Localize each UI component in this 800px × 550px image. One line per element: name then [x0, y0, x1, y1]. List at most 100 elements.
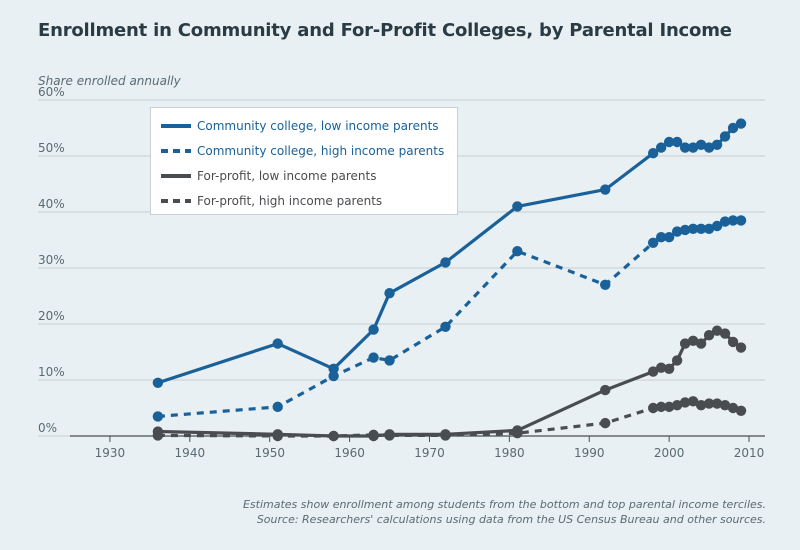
- footer-source: Source: Researchers' calculations using …: [256, 513, 766, 526]
- data-point: [663, 136, 675, 148]
- data-point: [600, 384, 611, 396]
- chart-legend: Community college, low income parents Com…: [150, 107, 458, 215]
- y-tick-label: 60%: [38, 85, 65, 99]
- data-point: [679, 224, 691, 236]
- data-point: [711, 220, 723, 232]
- data-point: [512, 246, 523, 257]
- data-point: [679, 142, 691, 153]
- data-point: [719, 131, 731, 142]
- data-point: [655, 401, 667, 413]
- data-point: [647, 148, 659, 159]
- data-point: [152, 430, 164, 441]
- data-point: [440, 257, 451, 268]
- data-point: [647, 237, 659, 248]
- data-point: [600, 417, 611, 429]
- y-tick-label: 20%: [38, 309, 65, 323]
- footer-note: Estimates show enrollment among students…: [242, 498, 766, 511]
- data-point: [719, 328, 731, 339]
- data-point: [368, 352, 379, 363]
- x-tick-label: 1980: [494, 446, 525, 460]
- data-point: [671, 226, 683, 237]
- data-point: [735, 342, 747, 353]
- legend-label: For-profit, high income parents: [197, 194, 383, 208]
- legend-swatch: [161, 124, 191, 128]
- data-point: [440, 430, 451, 441]
- x-tick-label: 1990: [574, 446, 605, 460]
- series-line: [157, 329, 742, 438]
- legend-item: For-profit, high income parents: [161, 191, 382, 211]
- legend-item: For-profit, low income parents: [161, 166, 377, 186]
- y-axis-label: Share enrolled annually: [38, 74, 181, 88]
- data-point: [727, 122, 739, 134]
- data-point: [671, 400, 683, 411]
- data-point: [687, 335, 699, 346]
- data-point: [272, 401, 283, 413]
- data-point: [647, 366, 659, 377]
- y-tick-label: 50%: [38, 141, 65, 155]
- x-tick-label: 1960: [334, 446, 365, 460]
- chart-footer: Estimates show enrollment among students…: [243, 497, 766, 527]
- x-tick-label: 1940: [175, 446, 206, 460]
- data-point: [512, 201, 523, 212]
- y-tick-label: 30%: [38, 253, 65, 267]
- data-point: [695, 400, 707, 411]
- data-point: [152, 411, 164, 422]
- x-tick-label: 1970: [414, 446, 445, 460]
- data-point: [440, 321, 451, 332]
- data-point: [272, 430, 283, 442]
- chart-title: Enrollment in Community and For-Profit C…: [38, 20, 732, 41]
- data-point: [655, 362, 667, 373]
- data-point: [703, 330, 715, 341]
- data-point: [368, 429, 379, 441]
- data-point: [328, 370, 339, 382]
- legend-label: For-profit, low income parents: [197, 169, 377, 183]
- data-point: [703, 142, 715, 153]
- data-point: [687, 396, 699, 407]
- data-point: [687, 142, 699, 153]
- data-point: [703, 223, 715, 234]
- data-point: [368, 324, 379, 335]
- data-point: [735, 405, 747, 416]
- data-point: [384, 355, 395, 366]
- data-point: [663, 363, 675, 374]
- legend-item: Community college, high income parents: [161, 141, 444, 161]
- data-point: [384, 430, 395, 441]
- y-tick-label: 0%: [38, 421, 57, 435]
- data-point: [711, 325, 723, 336]
- data-point: [655, 232, 667, 243]
- data-point: [655, 142, 667, 153]
- data-point: [600, 279, 611, 290]
- legend-label: Community college, low income parents: [197, 119, 439, 133]
- data-point: [727, 215, 739, 226]
- data-point: [152, 377, 164, 388]
- data-point: [735, 118, 747, 129]
- data-point: [695, 338, 707, 349]
- data-point: [679, 397, 691, 408]
- data-point: [671, 136, 683, 148]
- x-tick-label: 2010: [734, 446, 765, 460]
- series-line: [157, 218, 741, 418]
- data-point: [711, 398, 723, 409]
- data-point: [719, 400, 731, 411]
- legend-swatch: [161, 149, 191, 153]
- data-point: [679, 338, 691, 349]
- legend-label: Community college, high income parents: [197, 144, 445, 158]
- legend-item: Community college, low income parents: [161, 116, 439, 136]
- data-point: [272, 338, 283, 349]
- data-point: [663, 232, 675, 243]
- data-point: [663, 401, 675, 413]
- data-point: [600, 184, 611, 195]
- data-point: [727, 402, 739, 414]
- legend-swatch: [161, 199, 191, 203]
- y-tick-label: 10%: [38, 365, 65, 379]
- data-point: [695, 223, 707, 234]
- data-point: [671, 355, 683, 366]
- data-point: [647, 402, 659, 414]
- x-tick-label: 1930: [95, 446, 126, 460]
- data-point: [711, 139, 723, 150]
- data-point: [735, 215, 747, 226]
- x-tick-label: 1950: [254, 446, 285, 460]
- data-point: [512, 428, 523, 439]
- data-point: [695, 139, 707, 150]
